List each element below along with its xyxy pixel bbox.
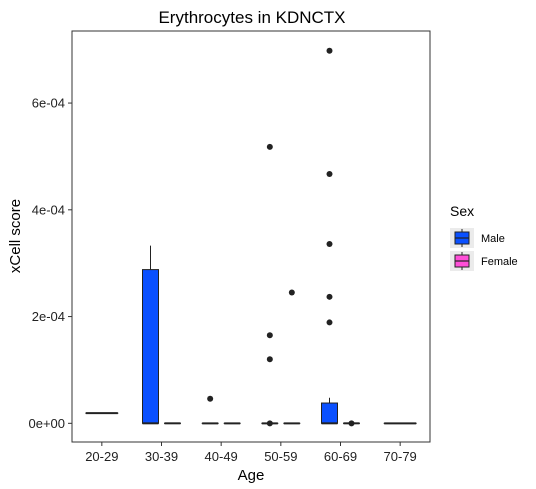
x-axis: 20-29 30-39 40-49 50-59 60-69 70-79: [85, 442, 417, 464]
chart-title: Erythrocytes in KDNCTX: [158, 8, 345, 27]
plot-panel: [71, 30, 431, 443]
outlier-point: [348, 420, 355, 427]
outlier-point: [266, 356, 273, 363]
y-tick-label: 6e-04: [32, 96, 65, 111]
legend: Sex Male Female: [450, 203, 518, 271]
legend-entry-male: Male: [450, 228, 505, 248]
x-tick-label: 40-49: [205, 449, 238, 464]
outlier-point: [326, 319, 333, 326]
x-tick-label: 50-59: [264, 449, 297, 464]
legend-label: Male: [481, 233, 505, 245]
legend-title: Sex: [450, 203, 474, 219]
legend-label: Female: [481, 256, 518, 268]
y-axis: 0e+00 2e-04 4e-04 6e-04: [28, 96, 72, 431]
outlier-point: [288, 289, 295, 296]
outlier-point: [266, 420, 273, 427]
plot-marks: [85, 47, 417, 427]
outlier-point: [266, 143, 273, 150]
outlier-point: [326, 171, 333, 178]
x-axis-title: Age: [238, 467, 265, 484]
box-male: [201, 395, 219, 425]
outlier-point: [326, 47, 333, 54]
y-tick-label: 4e-04: [32, 202, 65, 217]
box-female: [283, 289, 301, 425]
box-male: [261, 143, 279, 427]
box-female: [343, 420, 360, 427]
outlier-point: [207, 395, 214, 402]
outlier-point: [266, 332, 273, 339]
x-tick-label: 30-39: [145, 449, 178, 464]
x-tick-label: 20-29: [85, 449, 118, 464]
x-tick-label: 60-69: [324, 449, 357, 464]
y-tick-label: 2e-04: [32, 309, 65, 324]
outlier-point: [326, 240, 333, 247]
box-male: [142, 245, 159, 425]
legend-entry-female: Female: [450, 251, 518, 271]
y-axis-title: xCell score: [7, 199, 24, 273]
x-tick-label: 70-79: [384, 449, 417, 464]
outlier-point: [326, 293, 333, 300]
box-male: [321, 47, 338, 425]
y-tick-label: 0e+00: [28, 416, 65, 431]
box-body: [142, 269, 159, 424]
box-body: [321, 402, 338, 424]
